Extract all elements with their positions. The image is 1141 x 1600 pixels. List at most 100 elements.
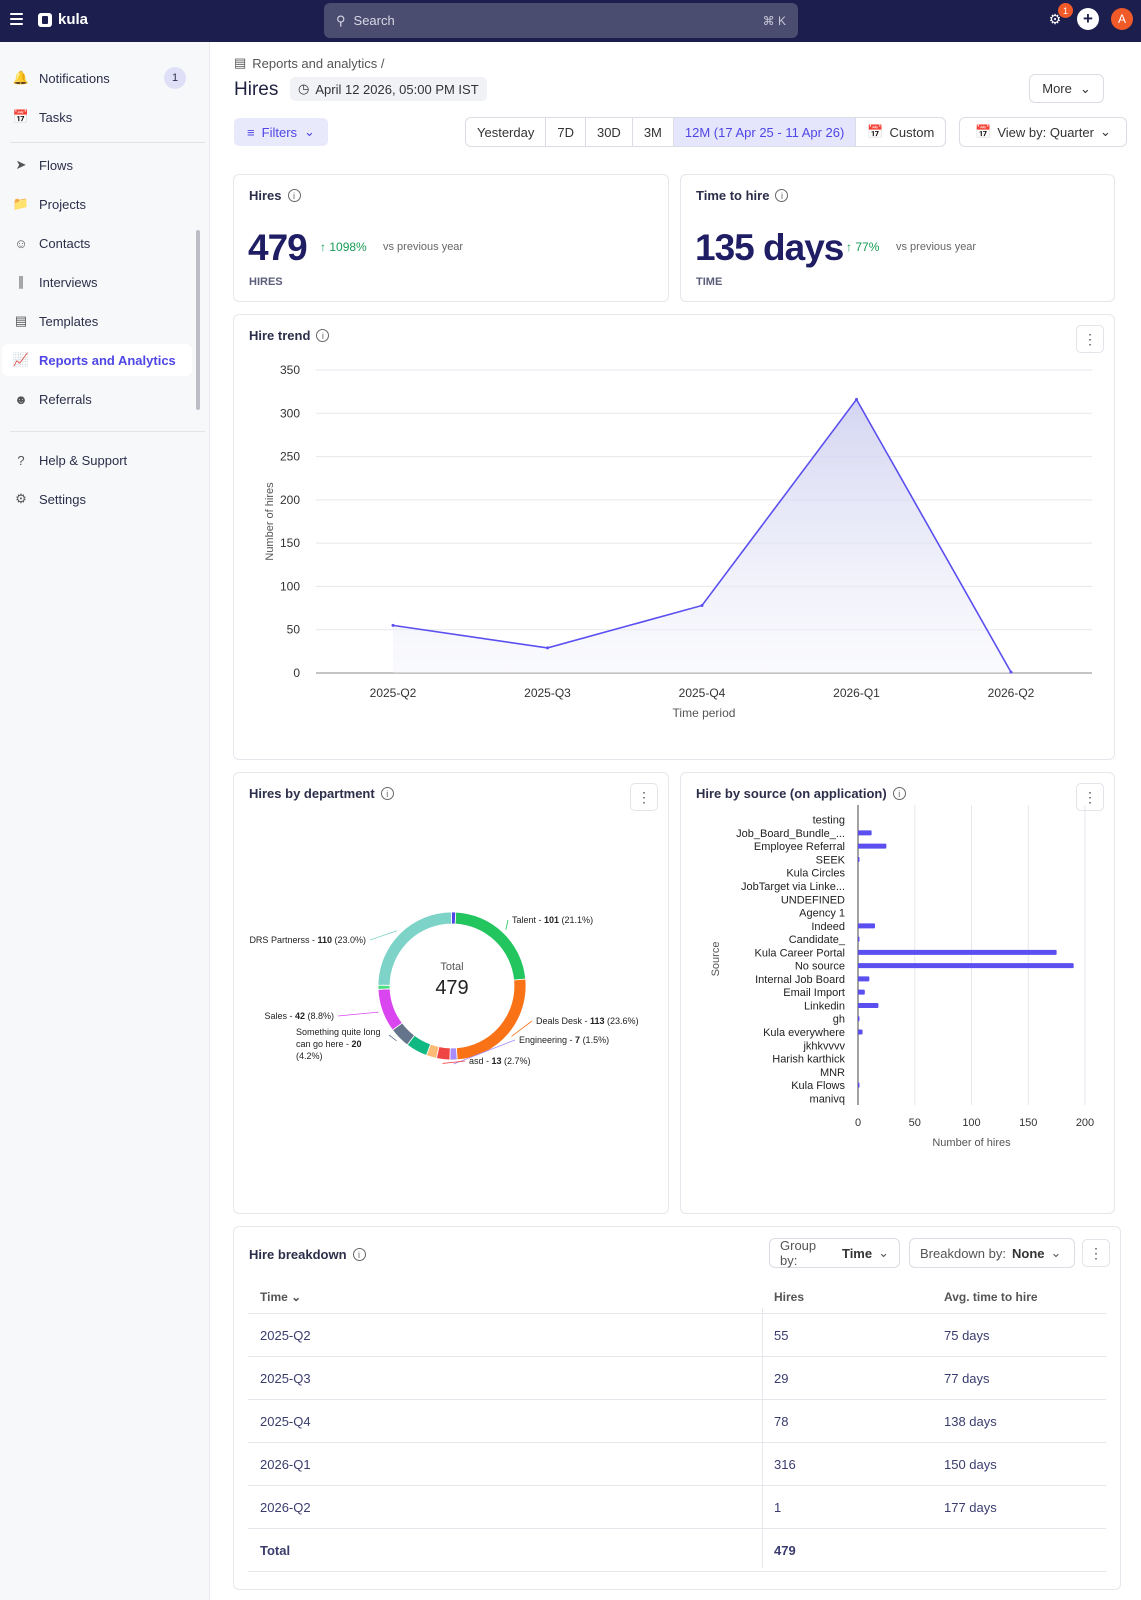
notifications-button[interactable]: ⚙ 1 [1045,3,1073,29]
sidebar-item-reports[interactable]: 📈 Reports and Analytics [2,344,192,376]
hamburger-icon[interactable] [10,13,23,25]
donut-slice-label: asd - 13 (2.7%) [469,1056,531,1066]
top-bar: kula ⚲ Search ⌘ K ⚙ 1 + A [0,0,1141,42]
y-category-label: Kula everywhere [763,1027,845,1039]
view-by-dropdown[interactable]: 📅 View by: Quarter ⌄ [959,117,1127,147]
breakdown-by-value: None [1012,1245,1045,1261]
y-category-label: Email Import [783,987,845,999]
info-icon[interactable]: i [352,1248,366,1261]
hires-by-department-card: Hires by department i ⋮ Total 479 Talent - … [233,772,669,1214]
date-text: April 12 2026, 05:00 PM IST [315,81,479,97]
kpi-value: 135 days [695,227,844,268]
group-by-dropdown[interactable]: Group by: Time ⌄ [769,1238,900,1268]
info-icon[interactable]: i [380,787,394,800]
sidebar-item-flows[interactable]: ➤ Flows [2,149,192,181]
range-30d[interactable]: 30D [586,118,633,146]
range-yesterday[interactable]: Yesterday [466,118,547,146]
donut-slice [449,1047,458,1061]
x-tick-label: 2025-Q3 [524,686,571,700]
sidebar-item-help[interactable]: ? Help & Support [2,444,192,476]
info-icon[interactable]: i [316,329,330,342]
table-row[interactable]: 2025-Q2 55 75 days [248,1314,1106,1357]
x-axis-label: Number of hires [932,1137,1011,1149]
sidebar-item-projects[interactable]: 📁 Projects [2,188,192,220]
y-category-label: Kula Flows [791,1080,845,1092]
y-category-label: Indeed [811,921,845,933]
sidebar-item-templates[interactable]: ▤ Templates [2,305,192,337]
breakdown-menu-button[interactable]: ⋮ [1082,1239,1110,1267]
range-12m[interactable]: 12M (17 Apr 25 - 11 Apr 26) [673,118,857,146]
donut-slice-label: Deals Desk - 113 (23.6%) [536,1016,639,1026]
cell-avg-time: 138 days [944,1414,997,1429]
donut-leader-line [369,930,398,941]
folder-icon: 📁 [12,196,30,211]
x-axis-label: Time period [673,706,736,720]
sidebar-divider [10,431,205,432]
chevron-down-icon: ⌄ [1099,124,1111,139]
y-tick-label: 150 [280,536,300,550]
table-row[interactable]: 2026-Q1 316 150 days [248,1443,1106,1486]
y-category-label: Job_Board_Bundle_... [736,828,845,840]
range-7d[interactable]: 7D [546,118,586,146]
info-icon[interactable]: i [892,787,906,800]
sidebar-item-interviews[interactable]: ∥ Interviews [2,266,192,298]
kpi-delta: ↑ 77% [846,240,880,254]
hire-by-source-card: Hire by source (on application) i ⋮ 0 50 10… [680,772,1115,1214]
card-menu-button[interactable]: ⋮ [1076,783,1104,811]
card-title-text: Hire by source (on application) [696,786,887,801]
chevron-down-icon: ⌄ [304,124,315,139]
column-header-avg-time[interactable]: Avg. time to hire [944,1290,1038,1304]
table-row[interactable]: 2025-Q3 29 77 days [248,1357,1106,1400]
sidebar-item-tasks[interactable]: 📅 Tasks [2,101,192,133]
column-header-time[interactable]: Time ⌄ [260,1290,302,1304]
more-button[interactable]: More ⌄ [1029,74,1104,103]
y-category-label: JobTarget via Linke... [741,881,845,893]
info-icon[interactable]: i [775,189,789,202]
clock-icon: ◷ [298,81,310,96]
y-category-label: Employee Referral [754,841,845,853]
y-axis-label: Source [710,942,722,977]
donut-slice-label: Talent - 101 (21.1%) [512,915,593,925]
breakdown-by-dropdown[interactable]: Breakdown by: None ⌄ [909,1238,1075,1268]
range-custom[interactable]: 📅 Custom [856,118,945,146]
kpi-card-hires: Hires i 479 ↑ 1098% vs previous year HIRE… [233,174,669,302]
source-bar [858,989,865,995]
table-row[interactable]: 2026-Q2 1 177 days [248,1486,1106,1529]
kpi-card-time-to-hire: Time to hire i 135 days ↑ 77% vs previous… [680,174,1115,302]
donut-center-label: Total [440,961,463,973]
sidebar-item-notifications[interactable]: 🔔 Notifications 1 [2,62,192,94]
sidebar-item-label: Referrals [39,391,92,407]
info-icon[interactable]: i [287,189,301,202]
app-logo[interactable]: kula [38,11,88,28]
source-bar-chart: 0 50 100 150 200 Number of hires Source testing… [710,805,1094,1149]
sidebar-item-settings[interactable]: ⚙ Settings [2,483,192,515]
y-category-label: Harish karthick [772,1054,845,1066]
search-input[interactable]: ⚲ Search ⌘ K [324,3,798,38]
kpi-title: Hires i [249,188,301,203]
range-3m[interactable]: 3M [633,118,674,146]
column-header-hires[interactable]: Hires [774,1290,805,1304]
trend-point [546,646,549,650]
filters-button[interactable]: ≡ Filters ⌄ [234,118,328,146]
column-time-label: Time [260,1290,288,1304]
card-menu-button[interactable]: ⋮ [630,783,658,811]
filter-icon: ≡ [247,124,255,140]
sidebar-item-contacts[interactable]: ☺ Contacts [2,227,192,259]
bell-icon: 🔔 [12,70,30,85]
sidebar-scrollbar[interactable] [196,230,200,410]
source-bar [858,843,887,849]
avatar[interactable]: A [1111,8,1133,30]
donut-slice-label: Something quite long can go here - 20 (4.2… [296,1027,381,1061]
table-row[interactable]: 2025-Q4 78 138 days [248,1400,1106,1443]
hire-trend-card: Hire trend i ⋮ 0 50 100 150 200 250 300 350 2025-… [233,314,1115,760]
x-tick-label: 2025-Q4 [679,686,726,700]
cell-total-label: Total [260,1543,291,1558]
source-bar [858,830,872,836]
add-button[interactable]: + [1077,8,1099,30]
sidebar-item-referrals[interactable]: ☻ Referrals [2,383,192,415]
card-menu-button[interactable]: ⋮ [1076,325,1104,353]
trend-point [1009,670,1013,674]
donut-leader-line [511,1020,533,1037]
donut-slice-label: Engineering - 7 (1.5%) [519,1035,609,1045]
breadcrumb[interactable]: ▤ Reports and analytics / [234,55,385,71]
